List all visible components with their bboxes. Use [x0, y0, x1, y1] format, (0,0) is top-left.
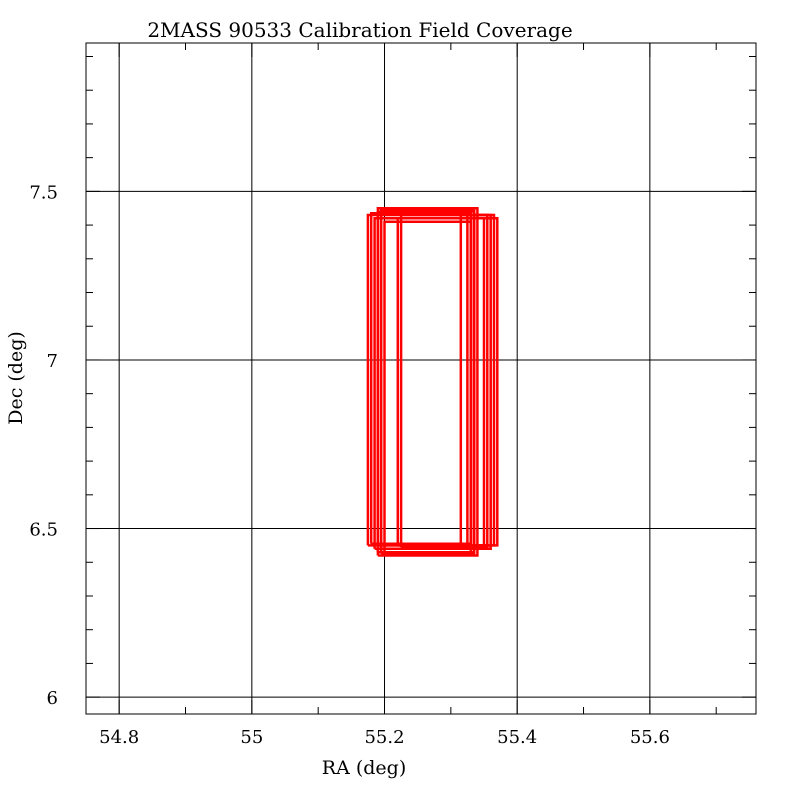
chart-title: 2MASS 90533 Calibration Field Coverage — [147, 18, 572, 42]
y-tick-label: 7.5 — [29, 182, 58, 203]
coverage-footprint — [366, 213, 469, 547]
x-tick-label: 55.2 — [364, 727, 404, 748]
ticks-layer — [86, 43, 756, 714]
tick-label-layer: 54.8 55 55.2 55.4 55.6 6 6.5 7 7.5 — [29, 182, 670, 748]
y-tick-label: 7 — [47, 351, 58, 372]
grid-layer — [86, 43, 756, 714]
y-axis-label: Dec (deg) — [5, 331, 27, 425]
coverage-footprint — [379, 208, 476, 556]
coverage-footprint — [376, 217, 499, 547]
x-tick-label: 54.8 — [99, 727, 139, 748]
x-axis-label: RA (deg) — [322, 757, 406, 779]
x-tick-label: 55.6 — [630, 727, 670, 748]
data-layer — [366, 206, 499, 557]
x-tick-label: 55 — [240, 727, 263, 748]
coverage-footprint — [383, 220, 473, 554]
plot-frame — [85, 42, 757, 715]
coverage-footprint — [376, 206, 479, 557]
x-tick-label: 55.4 — [497, 727, 537, 748]
coverage-footprint — [369, 212, 473, 545]
coverage-footprint — [373, 217, 476, 551]
y-tick-label: 6 — [47, 688, 58, 709]
y-tick-label: 6.5 — [29, 520, 58, 541]
